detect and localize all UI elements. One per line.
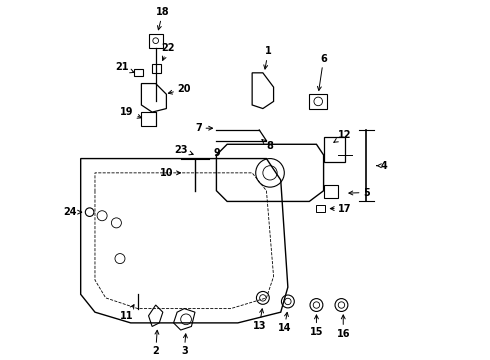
Bar: [152, 64, 161, 73]
Text: 24: 24: [63, 207, 81, 217]
Text: 19: 19: [121, 107, 142, 118]
Text: 18: 18: [156, 7, 170, 30]
Text: 17: 17: [330, 203, 352, 213]
Text: 13: 13: [252, 309, 266, 332]
Bar: [148, 33, 163, 48]
Bar: [134, 68, 143, 76]
Text: 15: 15: [310, 315, 323, 337]
Text: 2: 2: [152, 330, 159, 356]
Text: 22: 22: [161, 43, 175, 60]
Bar: [323, 137, 345, 162]
Text: 6: 6: [318, 54, 327, 90]
Text: 23: 23: [174, 145, 193, 155]
Bar: [323, 185, 338, 198]
Text: 1: 1: [264, 46, 271, 69]
Text: 12: 12: [334, 130, 352, 142]
Text: 4: 4: [377, 161, 388, 171]
Text: 7: 7: [195, 123, 213, 133]
Text: 9: 9: [213, 148, 220, 158]
Text: 21: 21: [115, 63, 134, 73]
Text: 3: 3: [181, 334, 188, 356]
Text: 10: 10: [160, 168, 180, 178]
Text: 16: 16: [337, 315, 350, 339]
Bar: [317, 205, 325, 212]
Bar: [142, 112, 156, 126]
Text: 20: 20: [169, 84, 191, 94]
Bar: [309, 94, 327, 109]
Text: 14: 14: [277, 312, 291, 333]
Text: 5: 5: [349, 188, 370, 198]
Text: 11: 11: [121, 305, 134, 321]
Text: 8: 8: [262, 140, 273, 151]
